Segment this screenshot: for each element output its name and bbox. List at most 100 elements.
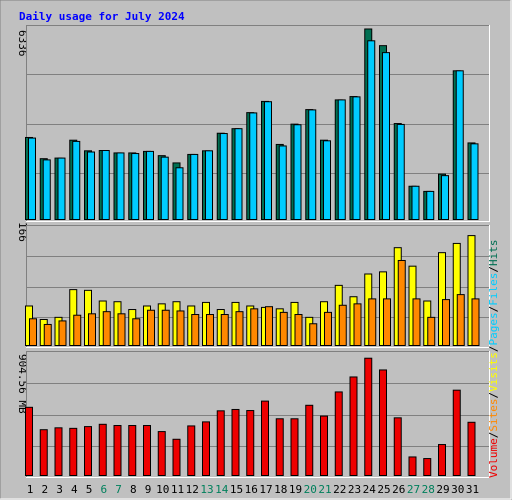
day-label: 27 (407, 483, 420, 496)
files-bar (337, 99, 346, 220)
day-label: 13 (200, 483, 213, 496)
sites-bar (88, 313, 96, 347)
volume-bar (84, 426, 92, 477)
files-bar (396, 123, 405, 220)
sites-bar (102, 311, 111, 346)
legend-separator: / (487, 266, 500, 273)
volume-bar (143, 425, 151, 477)
day-label: 17 (259, 483, 272, 496)
volume-bar (54, 427, 63, 476)
sites-bar (294, 314, 303, 347)
day-label: 7 (115, 483, 122, 496)
sites-bar (353, 303, 362, 346)
files-bar (57, 157, 66, 221)
files-bar (455, 70, 464, 221)
volume-bar (275, 418, 284, 476)
top-panel (26, 25, 490, 222)
files-bar (87, 151, 95, 220)
sites-bar (147, 309, 155, 346)
day-label: 31 (466, 483, 479, 496)
sites-bar (368, 298, 377, 347)
sites-bar (427, 316, 436, 346)
files-bar (101, 150, 110, 220)
files-bar (205, 150, 213, 220)
legend-pages: Pages (487, 312, 500, 345)
sites-bar (132, 318, 141, 346)
day-label: 16 (245, 483, 258, 496)
files-bar (219, 133, 228, 220)
day-label: 12 (186, 483, 199, 496)
legend-visits: Visits (487, 352, 500, 392)
day-label: 4 (71, 483, 78, 496)
sites-bar (397, 259, 406, 346)
day-label: 25 (377, 483, 390, 496)
volume-bar (157, 431, 166, 476)
volume-bar (393, 417, 402, 477)
volume-bar (334, 391, 343, 476)
volume-bar (69, 427, 78, 476)
day-label: 9 (145, 483, 152, 496)
day-label: 23 (348, 483, 361, 496)
sites-bar (206, 314, 214, 347)
chart-title: Daily usage for July 2024 (19, 10, 185, 23)
day-label: 19 (289, 483, 302, 496)
sites-bar (220, 314, 229, 347)
day-label: 21 (318, 483, 331, 496)
sites-bar (383, 298, 391, 347)
volume-bar (231, 408, 240, 476)
volume-bar (305, 404, 314, 476)
day-label: 1 (27, 483, 34, 496)
sites-bar (235, 311, 244, 346)
day-label: 10 (156, 483, 169, 496)
volume-bar (320, 415, 328, 476)
volume-bar (98, 423, 107, 476)
legend-volume: Volume (487, 438, 500, 478)
legend-separator: / (487, 392, 500, 399)
day-label: 30 (451, 483, 464, 496)
volume-bar (364, 357, 373, 476)
volume-bar (408, 456, 417, 477)
sites-bar (58, 320, 67, 346)
files-bar (293, 124, 302, 220)
sites-bar (265, 306, 273, 347)
volume-bar (467, 421, 476, 476)
volume-bar (216, 410, 225, 476)
sites-bar (324, 311, 332, 346)
day-label: 3 (56, 483, 63, 496)
files-bar (441, 175, 449, 221)
files-bar (42, 159, 51, 220)
files-bar (278, 145, 287, 220)
files-bar (146, 150, 154, 220)
files-bar (426, 190, 435, 220)
volume-bar (113, 425, 122, 477)
legend-separator: / (487, 346, 500, 353)
files-bar (116, 152, 125, 220)
volume-bar (172, 438, 181, 476)
volume-bar (202, 421, 210, 477)
files-bar (382, 52, 390, 220)
files-bar (72, 140, 81, 220)
day-label: 28 (422, 483, 435, 496)
day-label: 8 (130, 483, 137, 496)
legend: Volume/Sites/Visits/Pages/Files/Hits (487, 240, 500, 479)
day-label: 24 (363, 483, 377, 496)
sites-bar (191, 314, 200, 347)
files-bar (234, 128, 243, 221)
day-label: 29 (436, 483, 449, 496)
volume-bar (187, 425, 196, 476)
legend-sites: Sites (487, 399, 500, 432)
bottom-max-label: 904.56 MB (16, 354, 29, 414)
sites-bar (279, 311, 288, 346)
day-label: 14 (215, 483, 229, 496)
bottom-panel (26, 351, 490, 478)
sites-bar (43, 323, 52, 347)
day-label: 6 (100, 483, 107, 496)
files-bar (308, 109, 317, 220)
day-label: 15 (230, 483, 243, 496)
sites-bar (29, 318, 37, 346)
files-bar (28, 137, 36, 220)
legend-separator: / (487, 432, 500, 439)
volume-bar (438, 444, 446, 476)
top-max-label: 6336 (16, 30, 29, 57)
